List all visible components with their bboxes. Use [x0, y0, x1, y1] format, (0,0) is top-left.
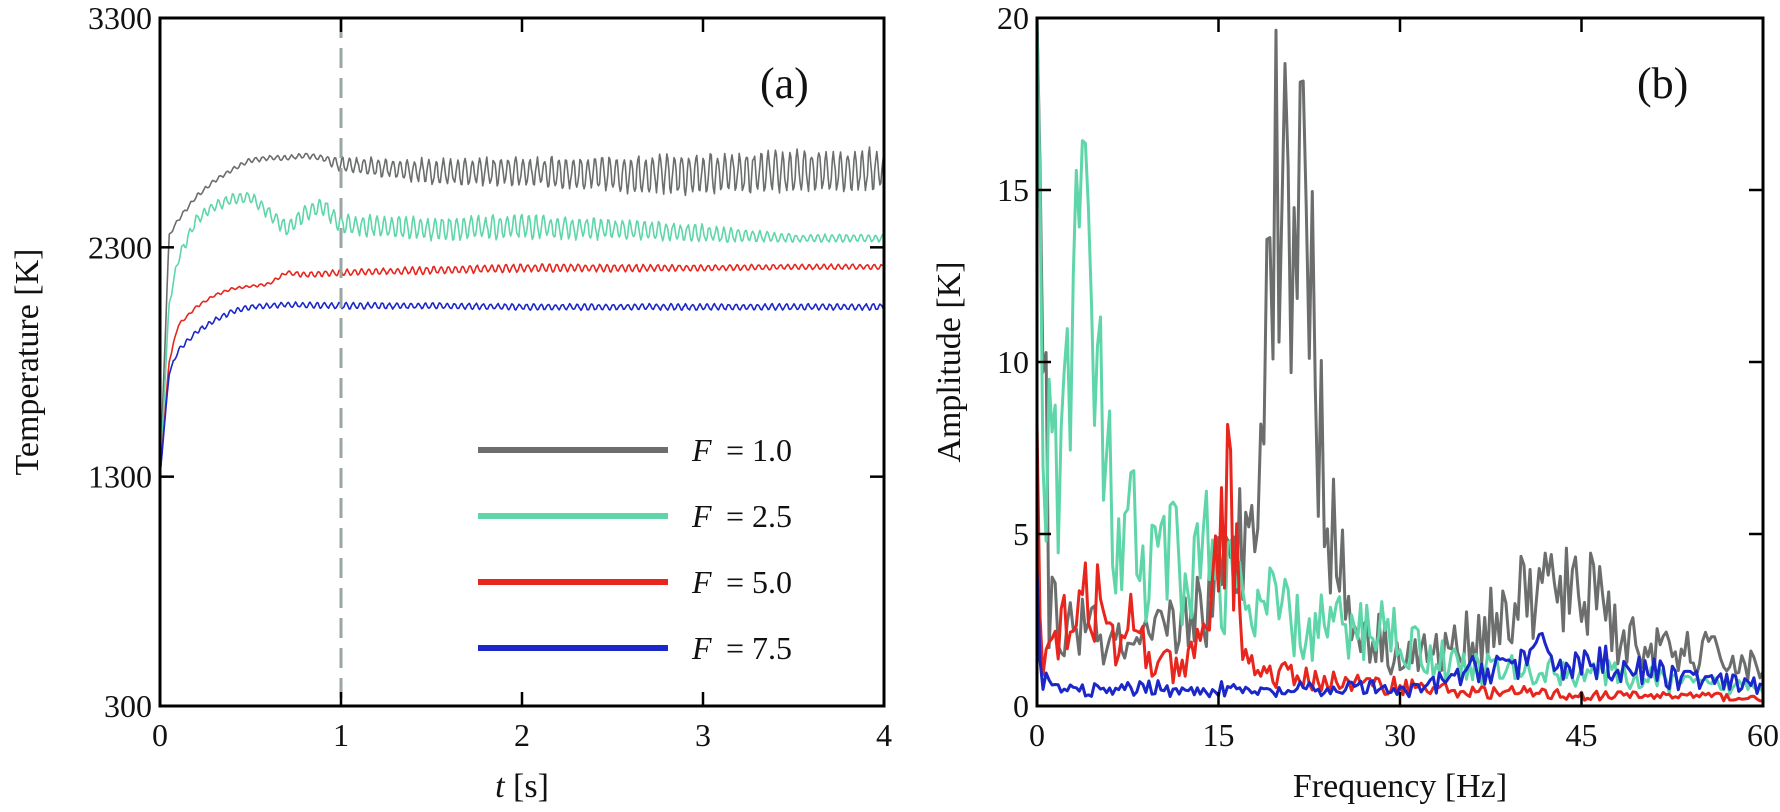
legend-value-3: = 5.0 [726, 564, 792, 600]
panel-b-series-line-2 [1035, 17, 1765, 696]
panel-b-ytick-label: 5 [1013, 516, 1029, 552]
legend-symbol-4: F [691, 630, 712, 666]
legend-symbol-2: F [691, 498, 712, 534]
panel-a-xtick-label: 4 [876, 717, 892, 753]
panel-a-xtick-label: 1 [333, 717, 349, 753]
panel-a-label: (a) [760, 59, 809, 108]
panel-b-xtick-label: 30 [1384, 717, 1416, 753]
panel-a-ytick-label: 1300 [88, 459, 152, 495]
legend-value-2: = 2.5 [726, 498, 792, 534]
panel-a-xtick-label: 3 [695, 717, 711, 753]
legend-symbol-1: F [691, 432, 712, 468]
panel-a-legend: F = 1.0 F = 2.5 F = 5.0 F = 7.5 [478, 432, 792, 666]
panel-a-frame [158, 16, 886, 708]
panel-b-xtick-label: 0 [1029, 717, 1045, 753]
panel-b: 0 15 30 45 60 0 5 10 15 20 (b) Frequency [Hz] Amp… [931, 0, 1779, 805]
panel-b-xtick-label: 60 [1747, 717, 1779, 753]
panel-a-ylabel: Temperature [K] [9, 249, 46, 476]
legend-symbol-3: F [691, 564, 712, 600]
panel-b-ytick-label: 10 [997, 344, 1029, 380]
panel-b-ylabel: Amplitude [K] [931, 261, 968, 462]
legend-value-4: = 7.5 [726, 630, 792, 666]
panel-b-ytick-label: 15 [997, 172, 1029, 208]
panel-b-series-line-4 [1035, 568, 1764, 699]
panel-a-xlabel-var: t [495, 768, 506, 805]
panel-a-series-line-2 [159, 192, 885, 477]
legend-value-1: = 1.0 [726, 432, 792, 468]
panel-a-xtick-label: 2 [514, 717, 530, 753]
panel-b-series-line-1 [1035, 17, 1765, 681]
panel-a-ytick-label: 300 [104, 688, 152, 724]
panel-b-ytick-label: 0 [1013, 688, 1029, 724]
panel-a-xlabel: t [s] [495, 768, 549, 805]
panel-b-series [1035, 17, 1765, 703]
panel-b-label: (b) [1637, 59, 1688, 108]
panel-a-series-line-1 [159, 146, 885, 477]
panel-a-xtick-label: 0 [152, 717, 168, 753]
panel-b-xtick-label: 45 [1566, 717, 1598, 753]
panel-b-xlabel: Frequency [Hz] [1293, 768, 1507, 805]
panel-b-ytick-label: 20 [997, 0, 1029, 36]
panel-b-ticks: 0 15 30 45 60 0 5 10 15 20 [997, 0, 1779, 753]
panel-a-xlabel-unit: [s] [505, 768, 549, 805]
panel-b-series-line-3 [1035, 422, 1764, 703]
panel-a-series-line-4 [159, 301, 885, 477]
panel-a-ytick-label: 3300 [88, 0, 152, 36]
panel-a-ytick-label: 2300 [88, 229, 152, 265]
panel-a-series-line-3 [159, 263, 885, 477]
panel-b-frame [1035, 16, 1765, 708]
panel-a-series [159, 146, 885, 477]
panel-a: 0 1 2 3 4 300 1300 2300 3300 (a) t [s] Temperatu… [9, 0, 892, 805]
panel-b-xtick-label: 15 [1203, 717, 1235, 753]
